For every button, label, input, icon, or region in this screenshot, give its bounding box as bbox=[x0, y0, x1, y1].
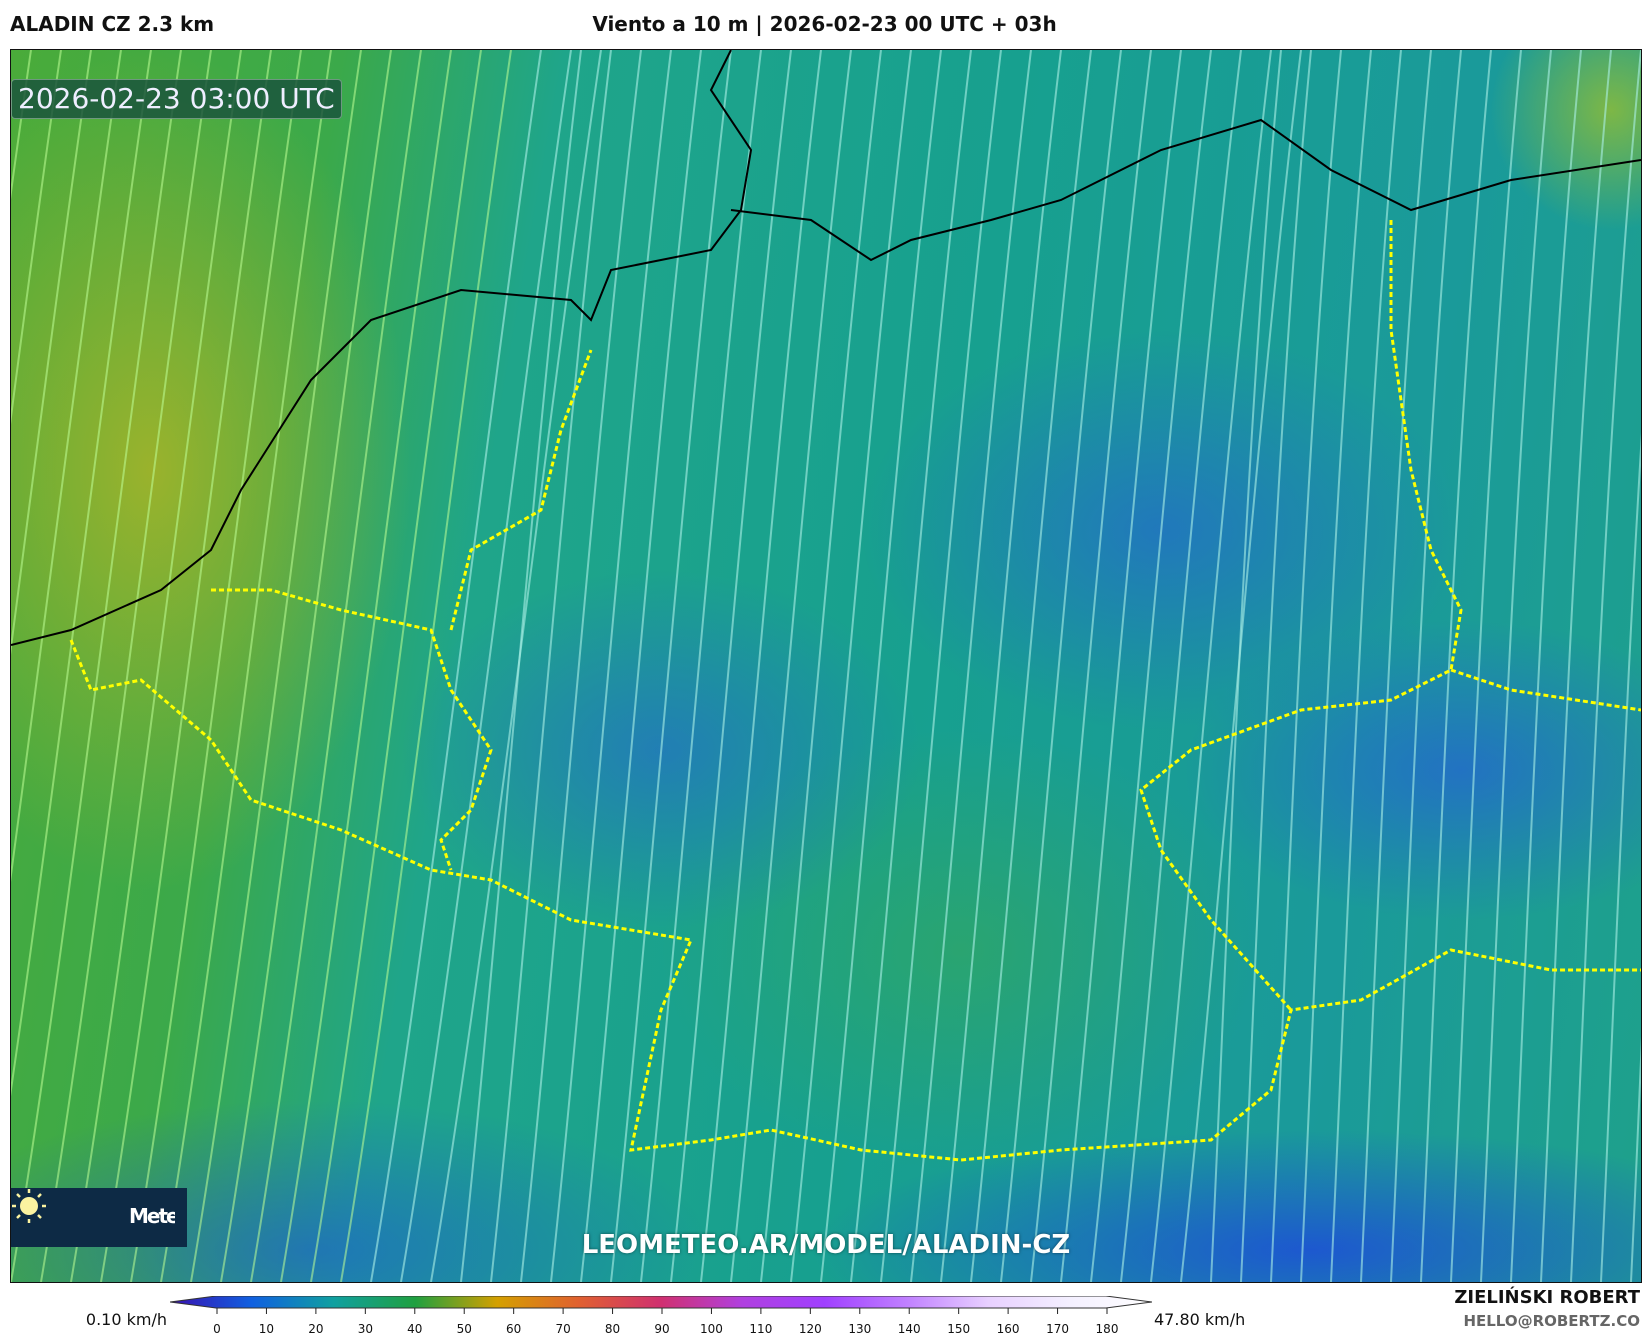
colorbar-tick-label: 90 bbox=[654, 1322, 670, 1336]
streamline bbox=[340, 50, 512, 1282]
country-border-west bbox=[211, 349, 593, 871]
colorbar-tick-label: 100 bbox=[699, 1322, 723, 1336]
streamline bbox=[370, 50, 542, 1282]
streamline bbox=[1060, 50, 1182, 1282]
colorbar-tick-label: 0 bbox=[213, 1322, 221, 1336]
streamline bbox=[1090, 50, 1212, 1282]
streamline bbox=[880, 50, 1002, 1282]
country-border bbox=[69, 639, 1641, 1162]
colorbar-tick-label: 170 bbox=[1046, 1322, 1069, 1336]
streamline bbox=[1150, 50, 1272, 1282]
streamlines bbox=[11, 50, 1641, 1282]
country-border-east bbox=[1139, 220, 1641, 1011]
streamline bbox=[1330, 50, 1402, 1282]
streamline bbox=[11, 50, 92, 656]
colorbar-tick-label: 160 bbox=[996, 1322, 1020, 1336]
streamline bbox=[190, 50, 362, 1282]
colorbar-tick-label: 60 bbox=[506, 1322, 522, 1336]
streamline bbox=[490, 50, 612, 1282]
author-name: ZIELIŃSKI ROBERT bbox=[1454, 1287, 1640, 1308]
streamline bbox=[1390, 50, 1462, 1282]
streamline bbox=[1450, 50, 1522, 1282]
sun-icon bbox=[12, 1189, 46, 1223]
streamline bbox=[1240, 50, 1312, 1282]
streamline bbox=[1540, 50, 1612, 1282]
streamline bbox=[280, 50, 452, 1282]
valid-time-label: 2026-02-23 03:00 UTC bbox=[11, 79, 342, 119]
map-overlay bbox=[11, 50, 1641, 1282]
colorbar-tick-label: 40 bbox=[407, 1322, 423, 1336]
streamline bbox=[1180, 50, 1302, 1282]
streamline bbox=[1210, 50, 1282, 1282]
streamline bbox=[1630, 1036, 1641, 1282]
streamline bbox=[1360, 50, 1432, 1282]
colorbar-body bbox=[170, 1296, 1152, 1309]
wind-map[interactable]: 2026-02-23 03:00 UTC Meteo LEOMETEO.AR/M… bbox=[10, 49, 1642, 1283]
streamline bbox=[100, 50, 272, 1282]
streamline bbox=[1510, 50, 1582, 1282]
streamline bbox=[400, 50, 572, 1282]
logo[interactable]: Meteo bbox=[11, 1188, 187, 1247]
streamline bbox=[670, 50, 792, 1282]
streamline bbox=[220, 50, 392, 1282]
streamline bbox=[1570, 50, 1641, 1282]
streamline bbox=[700, 50, 822, 1282]
colorbar-min-label: 0.10 km/h bbox=[85, 1310, 167, 1329]
streamline bbox=[1000, 50, 1122, 1282]
streamline bbox=[11, 50, 152, 1097]
coastline-baltic bbox=[730, 118, 1641, 262]
colorbar-tick-label: 150 bbox=[947, 1322, 971, 1336]
colorbar-tick-label: 120 bbox=[798, 1322, 822, 1336]
streamline bbox=[160, 50, 332, 1282]
streamline bbox=[790, 50, 912, 1282]
streamline bbox=[430, 50, 602, 1282]
colorbar-tick-label: 180 bbox=[1095, 1322, 1119, 1336]
streamline bbox=[1030, 50, 1152, 1282]
streamline bbox=[1120, 50, 1242, 1282]
streamline bbox=[550, 50, 672, 1282]
colorbar-tick-label: 30 bbox=[357, 1322, 373, 1336]
streamline bbox=[940, 50, 1062, 1282]
streamline bbox=[1420, 50, 1492, 1282]
colorbar-max-label: 47.80 km/h bbox=[1154, 1310, 1246, 1329]
streamline bbox=[580, 50, 702, 1282]
colorbar-tick-label: 20 bbox=[308, 1322, 324, 1336]
streamline bbox=[610, 50, 732, 1282]
colorbar-tick-label: 140 bbox=[897, 1322, 921, 1336]
streamline bbox=[40, 50, 212, 1282]
colorbar-tick-label: 10 bbox=[258, 1322, 275, 1336]
streamline bbox=[820, 50, 942, 1282]
streamline bbox=[1300, 50, 1372, 1282]
streamline bbox=[910, 50, 1032, 1282]
streamline bbox=[11, 50, 62, 425]
streamline bbox=[850, 50, 972, 1282]
streamline bbox=[1600, 432, 1641, 1282]
watermark: LEOMETEO.AR/MODEL/ALADIN-CZ bbox=[581, 1230, 1071, 1260]
logo-text: Meteo bbox=[129, 1204, 175, 1228]
streamline bbox=[520, 50, 642, 1282]
streamline bbox=[970, 50, 1092, 1282]
streamline bbox=[310, 50, 482, 1282]
colorbar-tick-label: 70 bbox=[555, 1322, 571, 1336]
streamline bbox=[1270, 50, 1342, 1282]
streamline bbox=[1480, 50, 1552, 1282]
chart-title: Viento a 10 m | 2026-02-23 00 UTC + 03h bbox=[592, 12, 1057, 36]
author-email[interactable]: HELLO@ROBERTZ.CO bbox=[1463, 1312, 1640, 1330]
coastline bbox=[11, 50, 753, 646]
streamline bbox=[11, 50, 122, 883]
streamline bbox=[640, 50, 762, 1282]
colorbar-tick-label: 130 bbox=[848, 1322, 872, 1336]
streamline bbox=[130, 50, 302, 1282]
colorbar-tick-label: 50 bbox=[456, 1322, 472, 1336]
streamline bbox=[460, 50, 582, 1282]
streamline bbox=[11, 50, 32, 200]
colorbar bbox=[170, 1296, 1152, 1314]
streamline bbox=[760, 50, 882, 1282]
model-title: ALADIN CZ 2.3 km bbox=[10, 12, 215, 36]
colorbar-tick-label: 80 bbox=[604, 1322, 621, 1336]
streamline bbox=[11, 50, 182, 1282]
colorbar-tick-label: 110 bbox=[749, 1322, 773, 1336]
streamline bbox=[250, 50, 422, 1282]
